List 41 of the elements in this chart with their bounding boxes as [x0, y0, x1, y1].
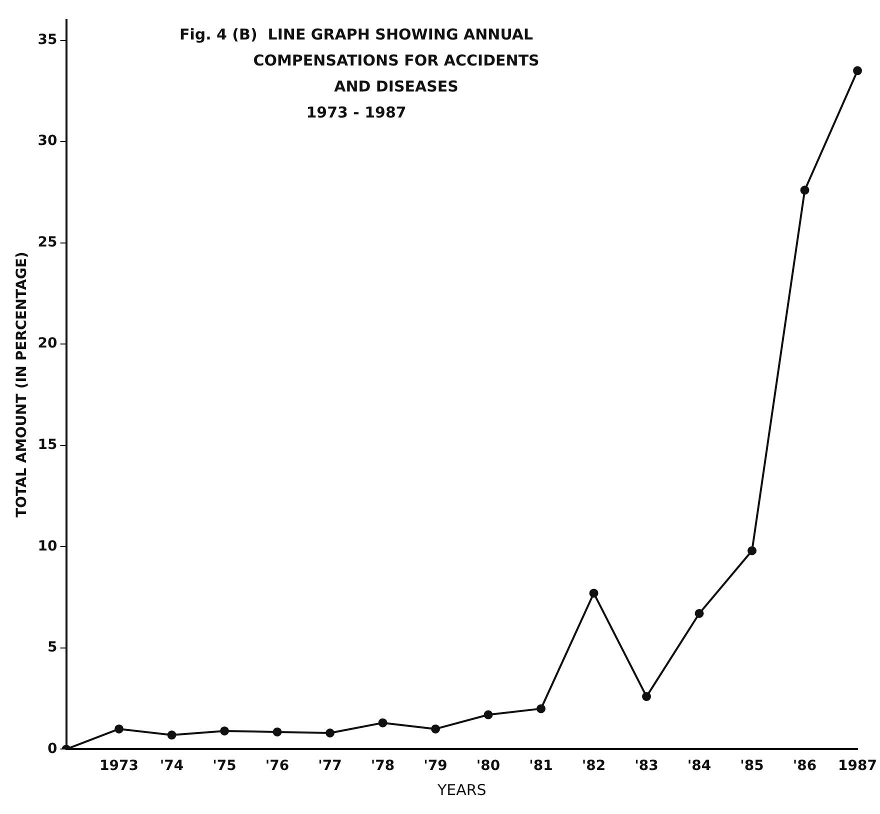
point — [748, 546, 757, 556]
x-tick-label: '75 — [212, 758, 236, 774]
point — [484, 710, 493, 720]
point — [167, 730, 176, 740]
x-axis-title: YEARS — [436, 780, 486, 799]
y-tick-label: 25 — [38, 234, 58, 250]
y-tick-label: 0 — [48, 740, 58, 757]
point — [114, 724, 124, 734]
x-tick-label: '83 — [634, 758, 658, 774]
x-tick-label: '76 — [265, 758, 290, 774]
point — [800, 186, 810, 195]
point — [431, 724, 440, 734]
point — [326, 728, 335, 738]
x-tick-label: '84 — [687, 758, 712, 774]
point — [642, 692, 652, 702]
x-tick-label: '81 — [529, 758, 553, 774]
y-tick-label: 20 — [38, 336, 58, 352]
x-tick-label: '80 — [476, 758, 500, 774]
y-tick-label: 10 — [38, 538, 58, 554]
point — [378, 718, 388, 728]
y-tick-label: 15 — [38, 437, 58, 454]
y-axis-title: TOTAL AMOUNT (IN PERCENTAGE) — [14, 252, 30, 518]
x-tick-label: 1973 — [100, 758, 139, 774]
y-tick-label: 5 — [48, 640, 58, 656]
x-tick-label: '86 — [792, 758, 817, 774]
point — [589, 588, 598, 598]
y-tick-label: 30 — [38, 133, 58, 150]
x-tick-label: '78 — [370, 758, 395, 774]
x-tick-label: '79 — [424, 758, 448, 774]
point — [853, 66, 862, 76]
point — [694, 608, 704, 618]
text: Fig. 4 (B) LINE GRAPH SHOWING ANNUAL COMPENSATIONS FOR ACCIDENTS AND DISEASES 1973 - 1987 — [179, 25, 540, 122]
x-tick-label: 1987 — [838, 758, 877, 774]
x-tick-label: '74 — [160, 758, 184, 774]
x-tick-label: '77 — [318, 758, 342, 774]
point — [272, 727, 282, 736]
point — [220, 726, 230, 736]
point — [536, 704, 546, 714]
y-tick-label: 35 — [38, 32, 58, 48]
x-tick-label: '82 — [582, 758, 606, 774]
x-tick-label: '85 — [740, 758, 764, 774]
